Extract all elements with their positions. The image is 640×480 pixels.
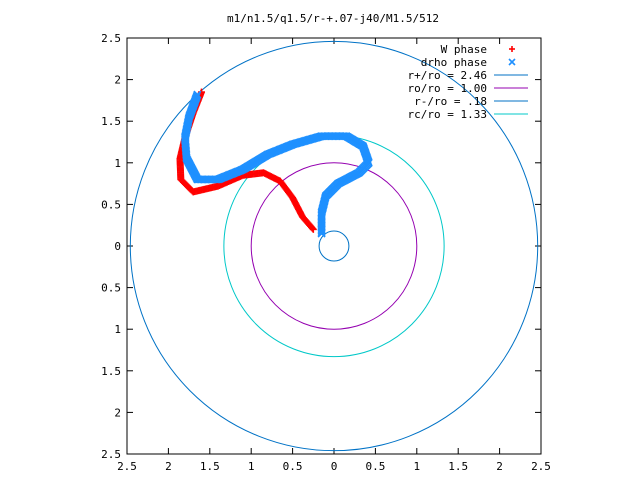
y-tick-label: 1 xyxy=(114,157,121,170)
x-tick-label: 0.5 xyxy=(283,460,303,473)
x-tick-label: 0 xyxy=(331,460,338,473)
y-tick-label: 2.5 xyxy=(101,32,121,45)
x-tick-label: 1 xyxy=(413,460,420,473)
point-layer xyxy=(176,88,373,238)
circle-layer xyxy=(129,40,539,452)
marker-x-b xyxy=(317,226,326,235)
axis-ticks: 2.5 2 1.5 1 0.5 0 0.5 1 1.5 2 2.52.521.510.500.511… xyxy=(101,32,551,473)
y-tick-label: 0.5 xyxy=(101,282,121,295)
marker-x-b xyxy=(182,153,191,162)
circle-r-ro-2-46 xyxy=(129,40,539,452)
y-tick-label: 1 xyxy=(114,323,121,336)
y-tick-label: 2 xyxy=(114,406,121,419)
marker-x-b xyxy=(317,228,326,237)
legend-label: r+/ro = 2.46 xyxy=(408,69,487,82)
x-tick-label: 1.5 xyxy=(200,460,220,473)
series-drho-phase xyxy=(180,90,373,238)
legend-label: ro/ro = 1.00 xyxy=(408,82,487,95)
series-w-phase xyxy=(176,88,317,233)
legend-label: drho phase xyxy=(421,56,487,69)
x-tick-label: 0.5 xyxy=(365,460,385,473)
y-tick-label: 1.5 xyxy=(101,365,121,378)
x-tick-label: 1 xyxy=(248,460,255,473)
y-tick-label: 0.5 xyxy=(101,198,121,211)
chart-title: m1/n1.5/q1.5/r-+.07-j40/M1.5/512 xyxy=(227,12,439,25)
marker-x-b xyxy=(317,229,326,238)
y-tick-label: 0 xyxy=(114,240,121,253)
circle-ro-ro-1-00 xyxy=(250,162,418,330)
x-tick-label: 1.5 xyxy=(448,460,468,473)
x-tick-label: 2 xyxy=(165,460,172,473)
legend-label: r-/ro = .18 xyxy=(414,95,487,108)
y-tick-label: 2.5 xyxy=(101,448,121,461)
marker-x-b xyxy=(508,58,516,66)
legend-label: W phase xyxy=(441,43,487,56)
marker-x-b xyxy=(340,132,350,141)
x-tick-label: 2.5 xyxy=(531,460,551,473)
circle-r-ro-18 xyxy=(318,230,350,262)
circle-rc-ro-1-33 xyxy=(223,134,445,358)
x-tick-label: 2 xyxy=(496,460,503,473)
legend-label: rc/ro = 1.33 xyxy=(408,108,487,121)
y-tick-label: 1.5 xyxy=(101,115,121,128)
x-tick-label: 2.5 xyxy=(117,460,137,473)
y-tick-label: 2 xyxy=(114,74,121,87)
